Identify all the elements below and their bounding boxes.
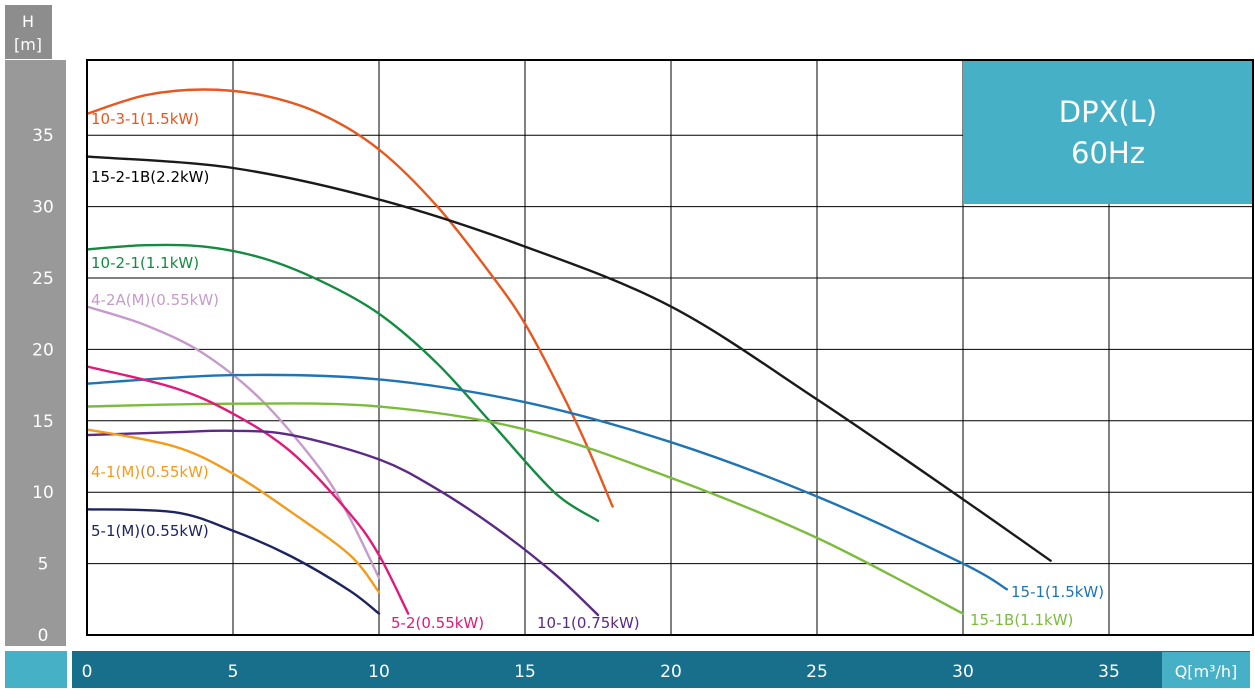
y-tick-label: 20: [32, 340, 54, 360]
y-tick-label: 5: [38, 555, 49, 575]
series-line: [85, 402, 965, 615]
x-axis-title: Q[m³/h]: [1175, 662, 1238, 681]
x-axis-band: [72, 651, 1250, 688]
x-tick-label: 25: [806, 662, 828, 682]
x-tick-label: 0: [82, 662, 93, 682]
series-label: 5-1(M)(0.55kW): [91, 522, 209, 540]
y-title-box: [5, 5, 52, 59]
corner-box: [5, 651, 67, 688]
series-label: 15-1B(1.1kW): [970, 611, 1073, 629]
x-tick-label: 10: [368, 662, 390, 682]
series-line: [85, 428, 381, 594]
x-title-box: [1162, 652, 1250, 688]
series-label: 4-1(M)(0.55kW): [91, 463, 209, 481]
x-tick-label: 20: [660, 662, 682, 682]
x-tick-label: 15: [514, 662, 536, 682]
chart-title: DPX(L): [1059, 95, 1157, 129]
series: [85, 88, 1052, 617]
series-line: [85, 365, 410, 615]
series-label: 10-1(0.75kW): [537, 614, 640, 632]
y-tick-label: 30: [32, 198, 54, 218]
y-axis-title: H: [22, 12, 34, 31]
y-axis-band: [5, 60, 66, 646]
x-tick-label: 30: [952, 662, 974, 682]
y-tick-label: 15: [32, 412, 54, 432]
series-line: [85, 155, 1052, 562]
x-tick-label: 5: [228, 662, 239, 682]
y-tick-label: 10: [32, 483, 54, 503]
series-line: [85, 88, 614, 508]
series-label: 15-1(1.5kW): [1011, 583, 1104, 601]
series-label: 4-2A(M)(0.55kW): [91, 291, 219, 309]
y-axis-unit: [m]: [14, 35, 42, 54]
axis-ticks: 0 5 10 15 20 25 30 35 0 5 10 15 20 25 30 35: [32, 126, 1120, 682]
series-line: [85, 508, 381, 615]
series-label: 10-2-1(1.1kW): [91, 254, 199, 272]
x-tick-label: 35: [1098, 662, 1120, 682]
series-line: [85, 243, 600, 522]
series-labels: 10-3-1(1.5kW) 15-2-1B(2.2kW) 10-2-1(1.1kW)…: [91, 110, 1104, 632]
series-line: [85, 373, 1008, 591]
chart-subtitle: 60Hz: [1071, 136, 1145, 170]
series-label: 15-2-1B(2.2kW): [91, 168, 209, 186]
series-line: [85, 305, 381, 580]
y-tick-label: 0: [38, 626, 49, 646]
series-label: 10-3-1(1.5kW): [91, 110, 199, 128]
grid: [87, 60, 1253, 635]
y-tick-label: 25: [32, 269, 54, 289]
series-line: [85, 429, 600, 617]
title-box: [963, 60, 1253, 204]
series-label: 5-2(0.55kW): [391, 614, 484, 632]
plot-frame: [86, 59, 1254, 636]
y-tick-label: 35: [32, 126, 54, 146]
